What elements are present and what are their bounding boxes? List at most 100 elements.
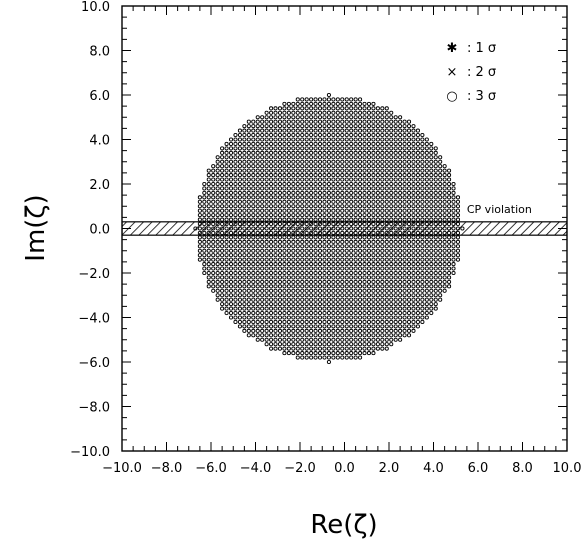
region-point [304,328,309,333]
region-point [442,253,447,258]
region-point [286,168,291,173]
region-point [455,248,461,253]
region-point [282,195,287,200]
region-point [326,177,331,182]
region-point [415,279,420,284]
region-point [202,262,207,267]
region-point [282,297,287,302]
region-point [371,319,376,325]
region-point [389,208,394,213]
region-point [228,181,234,187]
region-point [438,159,443,164]
region-point [398,262,403,267]
region-point [322,328,327,333]
region-point [300,213,305,218]
region-point [242,279,247,284]
region-point [362,155,367,160]
region-point [384,164,389,169]
region-point [438,270,443,276]
region-point [358,284,363,289]
region-point [282,217,287,222]
region-point [317,239,323,244]
region-point [264,168,269,173]
region-point [277,328,283,333]
region-point [273,146,278,151]
region-point [211,270,216,276]
region-point [313,310,318,316]
region-point [335,208,340,213]
region-point [375,239,380,244]
region-point [309,262,314,267]
region-point [344,155,349,160]
region-point [313,248,318,253]
region-point [331,297,336,302]
region-point [433,181,438,187]
region-point [411,159,416,164]
region-point [362,302,367,307]
region-point [420,279,425,284]
region-point [362,279,367,284]
region-point [406,119,412,124]
region-point [398,337,403,342]
region-point [304,181,309,187]
region-point [411,173,416,178]
region-point [242,132,247,138]
region-point [389,279,394,284]
region-point [286,248,291,253]
region-point [313,302,318,307]
region-point [211,208,216,213]
region-point [438,208,443,213]
region-point [322,248,327,253]
region-point [411,310,416,316]
region-point [313,244,318,249]
region-point [246,284,251,289]
region-point [326,204,331,209]
region-point [300,248,305,253]
region-point [322,310,327,316]
region-point [291,106,296,111]
region-point [420,306,425,311]
region-point [402,150,407,155]
region-point [398,208,403,213]
region-point [393,195,398,200]
region-point [415,266,420,271]
region-point [246,239,251,244]
region-point [358,155,363,160]
region-point [282,213,287,218]
region-point [282,110,287,115]
region-point [415,186,420,191]
region-point [326,213,331,218]
region-point [393,315,398,320]
region-point [273,106,278,111]
region-point [371,328,376,333]
region-point [362,177,367,182]
region-point [246,137,251,142]
region-point [295,293,300,298]
region-point [313,119,318,124]
region-point [255,137,260,142]
region-point [429,141,434,146]
region-point [335,306,340,311]
region-point [371,279,376,284]
region-point [309,253,314,258]
region-point [304,342,309,347]
region-point [220,239,225,244]
region-point [309,310,314,316]
region-point [451,248,456,253]
region-point [420,181,425,187]
region-point [393,297,398,302]
region-point [442,266,447,271]
region-point [340,115,345,120]
region-point [228,306,234,311]
region-point [393,337,398,342]
region-point [420,257,425,262]
region-point [282,279,287,284]
region-point [282,190,287,195]
region-point [384,119,389,124]
region-point [237,248,242,253]
region-point [255,324,260,329]
region-point [344,328,349,333]
region-point [202,217,207,222]
region-point [358,186,363,191]
region-point [415,284,420,289]
